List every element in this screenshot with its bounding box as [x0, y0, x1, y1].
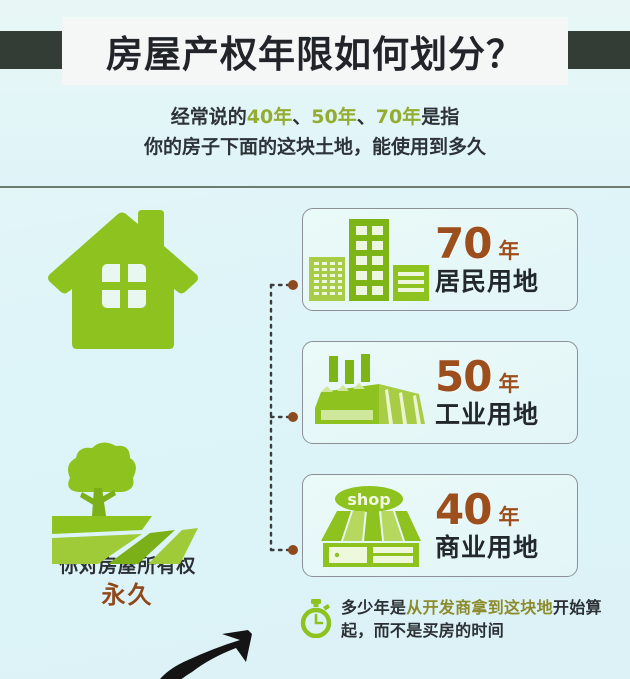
shop-counter-top: [373, 546, 413, 553]
subtitle-text-pre: 经常说的: [170, 106, 247, 128]
subtitle-highlight-70: 70年: [375, 106, 422, 128]
subtitle-highlight-40: 40年: [246, 106, 293, 128]
subtitle: 经常说的40年、50年、70年是指 你的房子下面的这块土地，能使用到多久: [0, 102, 630, 162]
title-plate: [62, 17, 568, 85]
land-type-card-residential[interactable]: 70 年 居民用地: [302, 208, 578, 311]
chimney-1: [329, 355, 338, 382]
arrow-up-right-icon: [160, 630, 252, 679]
shop-sign-text: shop: [347, 490, 390, 509]
subtitle-highlight-50: 50年: [311, 106, 357, 128]
card-years-number: 70: [435, 219, 492, 268]
footnote-block: 多少年是从开发商拿到这块地开始算起，而不是买房的时间: [299, 596, 619, 642]
chimney-2: [345, 359, 354, 384]
shop-window: [329, 546, 367, 563]
footnote-text: 多少年是从开发商拿到这块地开始算起，而不是买房的时间: [341, 596, 619, 642]
card-text-block: 70 年 居民用地: [435, 223, 577, 296]
connector-dot-3: [288, 545, 298, 555]
subtitle-separator-1: 、: [292, 106, 312, 128]
card-label: 居民用地: [435, 267, 540, 296]
card-icon-wrap: shop: [303, 482, 435, 570]
card-text-block: 40 年 商业用地: [435, 489, 577, 562]
card-years-number: 40: [435, 485, 492, 534]
tree-icon: [68, 442, 136, 516]
card-years-row: 40 年: [435, 489, 571, 531]
card-icon-wrap: [303, 216, 435, 304]
footnote-text-pre: 多少年是: [341, 598, 407, 617]
connector-dotted-lines: [269, 280, 298, 555]
subtitle-line-2: 你的房子下面的这块土地，能使用到多久: [143, 136, 486, 158]
shop-storefront-icon: shop: [321, 485, 421, 567]
land-type-card-commercial[interactable]: shop 40 年 商业用地: [302, 474, 578, 577]
card-years-row: 50 年: [435, 356, 571, 398]
card-label: 工业用地: [435, 400, 540, 429]
subtitle-line-1: 经常说的40年、50年、70年是指: [0, 102, 630, 132]
header-section: 房屋产权年限如何划分？ 经常说的40年、50年、70年是指 你的房子下面的这块土…: [0, 0, 630, 188]
footnote-text-highlight: 从开发商拿到这块地: [406, 598, 553, 617]
factory-icon: [315, 353, 425, 424]
card-text-block: 50 年 工业用地: [435, 356, 577, 429]
house-icon: [48, 210, 198, 349]
shop-door-knob: [334, 552, 340, 557]
apartment-buildings-icon: [309, 218, 429, 301]
land-type-card-industrial[interactable]: 50 年 工业用地: [302, 341, 578, 444]
subtitle-text-post: 是指: [421, 106, 460, 128]
card-years-unit: 年: [498, 239, 520, 263]
field-rows-icon: [52, 516, 198, 564]
card-label: 商业用地: [435, 533, 540, 562]
stopwatch-icon: [300, 599, 332, 638]
footnote-text-post: 开始算起，而不是买房的时间: [341, 598, 602, 640]
card-years-row: 70 年: [435, 223, 571, 265]
farmland-tree-icon: [52, 442, 198, 564]
shop-counter-bottom: [373, 555, 413, 563]
shop-sign: [335, 485, 403, 512]
ownership-value: 永久: [101, 581, 154, 609]
subtitle-separator-2: 、: [356, 106, 376, 128]
left-column: 你对房屋所有权 永久 你对土地的使用权 暂时租用: [0, 188, 262, 679]
chimney-3: [361, 353, 370, 382]
factory-windows: [321, 409, 373, 420]
card-years-number: 50: [435, 352, 492, 401]
card-years-unit: 年: [498, 505, 520, 529]
card-icon-wrap: [303, 349, 435, 437]
card-years-unit: 年: [498, 372, 520, 396]
page-title: 房屋产权年限如何划分？: [106, 33, 524, 76]
connector-dot-1: [288, 280, 298, 290]
connector-dot-2: [288, 412, 298, 422]
